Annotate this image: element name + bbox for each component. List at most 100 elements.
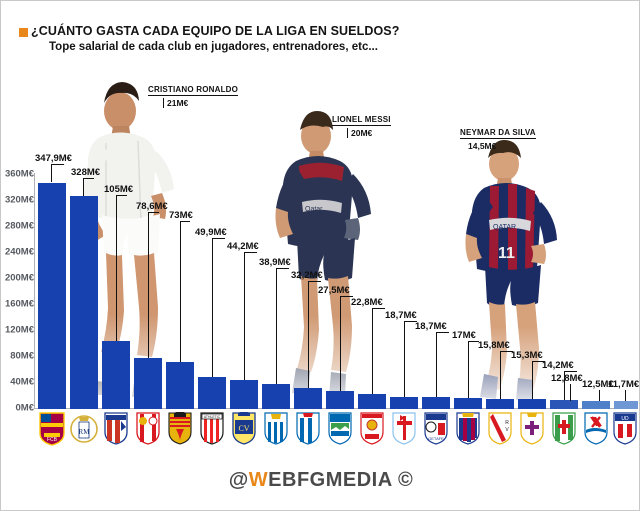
annotation-value-2: 14,5M€ bbox=[468, 141, 497, 151]
y-tick-120: 120M€ bbox=[4, 324, 34, 336]
y-tick-240: 240M€ bbox=[4, 246, 34, 258]
crest-granada-cf[interactable] bbox=[358, 412, 386, 451]
leader-3 bbox=[148, 212, 149, 358]
svg-text:GETAFE: GETAFE bbox=[428, 436, 444, 441]
bar-1[interactable] bbox=[70, 196, 98, 409]
leader-3-h bbox=[148, 212, 159, 213]
leader-9 bbox=[340, 296, 341, 391]
team-crest-row: FCB RM ATHLETIC CV bbox=[1, 410, 639, 454]
value-label-7: 38,9M€ bbox=[259, 257, 291, 268]
y-tick-160: 160M€ bbox=[4, 298, 34, 310]
leader-11-h bbox=[404, 321, 417, 322]
value-label-16: 14,2M€ bbox=[542, 360, 574, 371]
bar-7[interactable] bbox=[262, 384, 290, 409]
y-tick-40: 40M€ bbox=[10, 376, 34, 388]
leader-8 bbox=[308, 281, 309, 388]
crest-villarreal-cf[interactable]: CV bbox=[230, 411, 258, 451]
header: ¿CUÁNTO GASTA CADA EQUIPO DE LA LIGA EN … bbox=[19, 25, 619, 54]
y-tick-80: 80M€ bbox=[10, 350, 34, 362]
crest-sd-eibar[interactable] bbox=[582, 412, 610, 451]
leader-18 bbox=[599, 390, 600, 401]
annotation-name-0: CRISTIANO RONALDO bbox=[148, 85, 239, 96]
bullet-square-icon bbox=[19, 28, 28, 37]
value-label-0: 347,9M€ bbox=[35, 153, 72, 164]
annotation-name-2: NEYMAR DA SILVA bbox=[460, 128, 536, 139]
crest-malaga-cf[interactable] bbox=[326, 412, 354, 451]
leader-17 bbox=[570, 384, 571, 401]
y-tick-0: 0M€ bbox=[15, 402, 34, 414]
footer-at: @ bbox=[228, 469, 249, 491]
svg-text:ATHLETIC: ATHLETIC bbox=[204, 415, 221, 419]
svg-text:V: V bbox=[505, 427, 509, 433]
bar-11[interactable] bbox=[390, 397, 418, 409]
leader-0 bbox=[51, 164, 52, 182]
crest-levante-ud[interactable] bbox=[454, 412, 482, 451]
leader-19 bbox=[625, 390, 626, 401]
bar-15[interactable] bbox=[518, 399, 546, 409]
y-tick-360: 360M€ bbox=[4, 168, 34, 180]
crest-rcd-espanyol[interactable] bbox=[294, 412, 322, 451]
y-tick-200: 200M€ bbox=[4, 272, 34, 284]
leader-16-h bbox=[564, 371, 577, 372]
annotation-value-1: 20M€ bbox=[347, 128, 391, 138]
bar-2[interactable] bbox=[102, 341, 130, 409]
value-label-1: 328M€ bbox=[71, 167, 101, 178]
leader-1-h bbox=[83, 178, 94, 179]
crest-athletic-club[interactable]: ATHLETIC bbox=[198, 412, 226, 451]
leader-7-h bbox=[276, 268, 289, 269]
value-label-5: 49,9M€ bbox=[195, 227, 227, 238]
crest-atletico-madrid[interactable] bbox=[102, 412, 130, 451]
annotation-value-0: 21M€ bbox=[163, 98, 238, 108]
bar-3[interactable] bbox=[134, 358, 162, 409]
leader-10-h bbox=[372, 308, 385, 309]
bar-4[interactable] bbox=[166, 362, 194, 409]
crest-real-sociedad[interactable] bbox=[262, 412, 290, 451]
crest-sevilla-fc[interactable] bbox=[134, 412, 162, 451]
photo-lionel-messi: Qatar bbox=[266, 106, 384, 406]
bar-12[interactable] bbox=[422, 397, 450, 409]
bar-18[interactable] bbox=[614, 401, 638, 409]
value-label-17: 12,8M€ bbox=[551, 373, 583, 384]
chart-plot-area: 0M€ 40M€ 80M€ 120M€ 160M€ 200M€ 240M€ 28… bbox=[1, 1, 640, 461]
crest-getafe-cf[interactable]: GETAFE bbox=[422, 412, 450, 451]
footer-brand: EBFGMEDIA © bbox=[268, 469, 414, 491]
crest-cordoba-cf[interactable] bbox=[550, 412, 578, 451]
leader-15 bbox=[532, 361, 533, 399]
bar-9[interactable] bbox=[326, 391, 354, 409]
crest-real-valladolid[interactable] bbox=[518, 412, 546, 451]
bar-16[interactable] bbox=[550, 400, 578, 409]
value-label-4: 73M€ bbox=[169, 210, 193, 221]
crest-elche-cf[interactable]: UD bbox=[612, 412, 638, 451]
annotation-lionel-messi: LIONEL MESSI 20M€ bbox=[332, 109, 391, 138]
y-axis: 0M€ 40M€ 80M€ 120M€ 160M€ 200M€ 240M€ 28… bbox=[1, 1, 37, 461]
leader-11 bbox=[404, 321, 405, 397]
page-title: ¿CUÁNTO GASTA CADA EQUIPO DE LA LIGA EN … bbox=[31, 24, 400, 38]
crest-rc-celta[interactable] bbox=[390, 412, 418, 451]
crest-fc-barcelona[interactable]: FCB bbox=[38, 412, 66, 451]
value-label-19: 11,7M€ bbox=[608, 379, 640, 390]
bar-8[interactable] bbox=[294, 388, 322, 409]
bar-6[interactable] bbox=[230, 380, 258, 409]
bar-17[interactable] bbox=[582, 401, 610, 409]
bar-13[interactable] bbox=[454, 398, 482, 409]
bar-0[interactable] bbox=[38, 183, 66, 409]
leader-9-h bbox=[340, 296, 353, 297]
bar-5[interactable] bbox=[198, 377, 226, 409]
leader-7 bbox=[276, 268, 277, 384]
crest-real-madrid[interactable]: RM bbox=[70, 412, 98, 451]
leader-6 bbox=[244, 252, 245, 380]
crest-valencia-cf[interactable] bbox=[166, 411, 194, 451]
leader-10 bbox=[372, 308, 373, 394]
leader-0-h bbox=[51, 164, 64, 165]
leader-1 bbox=[83, 178, 84, 196]
annotation-neymar-da-silva: NEYMAR DA SILVA 14,5M€ bbox=[460, 122, 536, 151]
value-label-9: 27,5M€ bbox=[318, 285, 350, 296]
bar-14[interactable] bbox=[486, 399, 514, 409]
title-row: ¿CUÁNTO GASTA CADA EQUIPO DE LA LIGA EN … bbox=[19, 25, 619, 38]
y-tick-320: 320M€ bbox=[4, 194, 34, 206]
bar-10[interactable] bbox=[358, 394, 386, 409]
value-label-12: 18,7M€ bbox=[415, 321, 447, 332]
leader-14 bbox=[500, 351, 501, 399]
